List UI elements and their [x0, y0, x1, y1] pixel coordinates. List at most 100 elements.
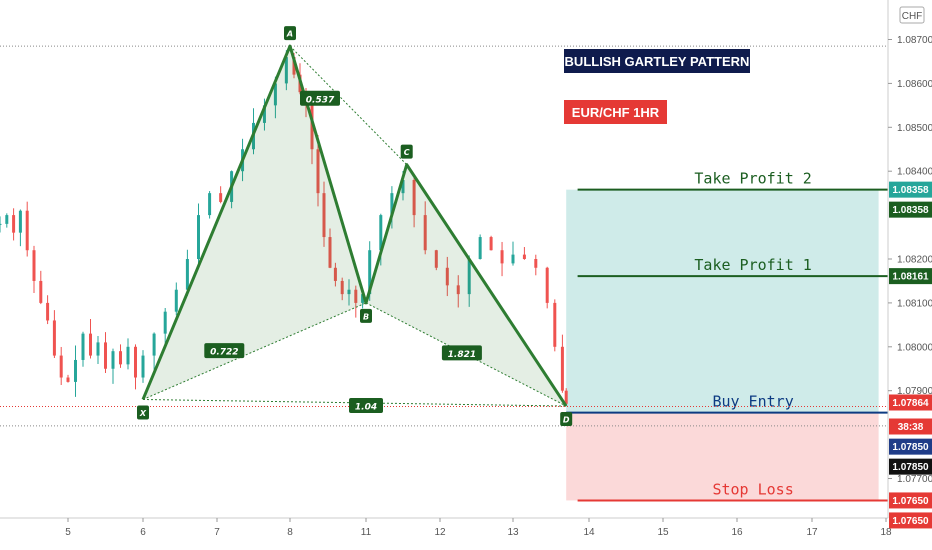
xab-triangle — [143, 46, 366, 400]
ratio-label: 1.821 — [448, 350, 476, 360]
candle-body — [66, 377, 70, 382]
price-tick-label: 1.08000 — [897, 342, 932, 353]
currency-box[interactable] — [899, 6, 925, 24]
candle-body — [119, 351, 122, 365]
candle-body — [174, 289, 178, 312]
ratio-label-box — [441, 345, 482, 361]
time-tick-label: 15 — [657, 527, 669, 538]
candle-body — [361, 294, 365, 303]
ratio-label-box — [349, 398, 383, 414]
time-tick-label: 11 — [361, 527, 372, 538]
candle-body — [104, 342, 107, 369]
candle-body — [368, 250, 372, 295]
title-box — [564, 49, 750, 73]
chart-labels: X A B C D 0.537 0.722 1.821 1.04 BULLISH GARTLEY … — [137, 26, 750, 427]
time-tick-label: 12 — [434, 527, 446, 538]
point-label-b: B — [363, 312, 369, 321]
candle-body — [134, 346, 137, 378]
candle-body — [39, 280, 43, 303]
candle-body — [316, 149, 320, 194]
time-tick-label: 14 — [583, 527, 595, 538]
price-tick-label: 1.07900 — [897, 386, 932, 397]
gartley-pattern — [141, 44, 568, 407]
candle-body — [141, 355, 145, 378]
price-tag-take-profit-2: 1.08358 — [892, 185, 929, 196]
price-tag-sl-secondary: 1.07650 — [892, 516, 929, 527]
candle-body — [456, 285, 460, 295]
candle-body — [126, 346, 130, 365]
candle-body — [328, 237, 332, 268]
price-tick-label: 1.08700 — [897, 35, 932, 46]
candle-body — [467, 259, 471, 295]
candle-body — [511, 254, 515, 264]
time-axis[interactable]: 5 6 7 8 11 12 13 14 15 16 17 18 — [0, 517, 892, 538]
time-tick-label: 13 — [507, 527, 519, 538]
ratio-connector-line — [142, 398, 567, 407]
price-tag-close: 1.07850 — [892, 462, 929, 473]
price-tag-sl-secondary-bg — [889, 512, 932, 529]
candle-body — [185, 259, 189, 290]
candle-body — [163, 311, 167, 334]
candle-body — [46, 302, 50, 321]
candle-body — [379, 215, 383, 251]
price-tag-take-profit-2-bg — [889, 181, 932, 198]
candle-body — [284, 57, 288, 84]
price-tag-take-profit-1: 1.08161 — [892, 272, 929, 283]
candle-body — [347, 289, 351, 295]
candle-body — [560, 346, 564, 391]
ratio-label-box — [300, 90, 340, 106]
price-axis[interactable]: 1.08700 1.08600 1.08500 1.08400 1.08200 1.081… — [887, 0, 932, 529]
point-label-box-x — [137, 405, 149, 420]
candle-body — [262, 105, 266, 123]
candle-body — [59, 355, 63, 378]
candle-body — [445, 267, 449, 286]
candle-body — [553, 302, 557, 347]
candle-body — [25, 210, 29, 251]
time-tick-label: 8 — [287, 527, 293, 538]
candle-body — [478, 237, 482, 259]
candle-body — [74, 359, 77, 382]
price-tag-buy-entry: 1.07850 — [892, 442, 929, 453]
price-tag-buy-entry-bg — [889, 438, 932, 455]
risk-reward-zones — [566, 189, 879, 501]
level-label-buy-entry: Buy Entry — [712, 393, 793, 411]
chart-title: BULLISH GARTLEY PATTERN — [565, 54, 750, 69]
ratio-label: 1.04 — [355, 403, 377, 413]
time-tick-label: 17 — [806, 527, 818, 538]
price-tag-tp2-secondary-bg — [889, 201, 932, 218]
point-label-box-c — [400, 144, 413, 159]
candle-body — [111, 351, 115, 369]
candle-body — [354, 289, 358, 303]
bcd-triangle — [366, 164, 567, 407]
price-tag-take-profit-1-bg — [889, 268, 932, 285]
candle-body — [534, 259, 538, 268]
candle-body — [152, 333, 156, 356]
point-label-d: D — [563, 416, 570, 425]
price-tick-label: 1.07700 — [897, 474, 932, 485]
ratio-label: 0.722 — [210, 348, 238, 358]
price-tick-label: 1.08400 — [897, 167, 932, 178]
time-tick-label: 6 — [140, 527, 146, 538]
profit-zone — [566, 189, 879, 413]
countdown-timer: 38:38 — [898, 422, 924, 433]
ratio-label: 0.537 — [306, 95, 335, 105]
candle-body — [500, 250, 504, 264]
price-tick-label: 1.08200 — [897, 255, 932, 266]
time-tick-label: 7 — [214, 527, 220, 538]
candle-body — [208, 193, 212, 216]
level-label-stop-loss: Stop Loss — [712, 480, 793, 498]
time-tick-label: 18 — [880, 527, 892, 538]
candle-body — [89, 333, 92, 356]
candle-body — [96, 342, 100, 356]
price-tag-current: 1.07864 — [892, 398, 929, 409]
ratio-connector-line — [142, 302, 367, 400]
point-label-box-b — [360, 308, 372, 323]
chart-subtitle: EUR/CHF 1HR — [572, 105, 660, 120]
price-tick-label: 1.08100 — [897, 298, 932, 309]
price-tag-stop-loss-bg — [889, 492, 932, 509]
price-tag-current-bg — [889, 394, 932, 411]
point-label-a: A — [286, 30, 293, 39]
price-tag-close-bg — [889, 458, 932, 475]
candle-body — [333, 267, 337, 281]
